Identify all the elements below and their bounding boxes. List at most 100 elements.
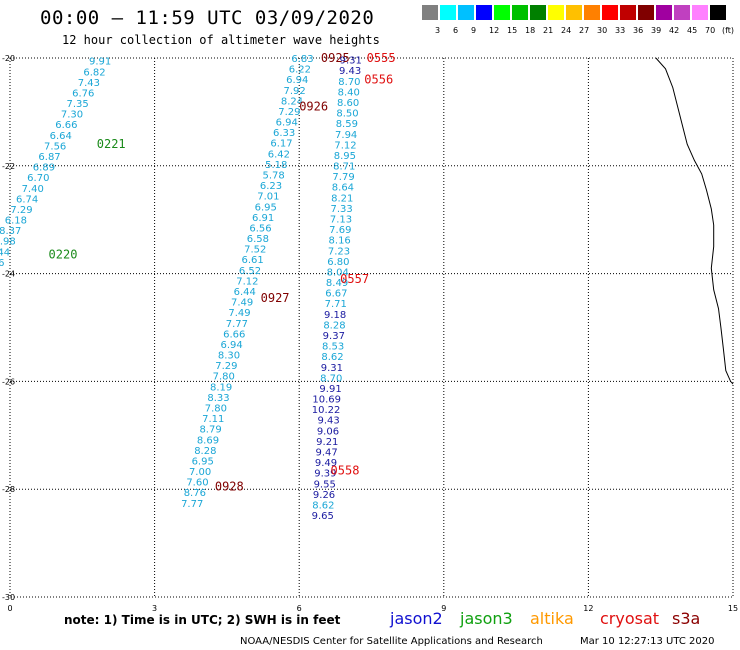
wave-height-value: 6.58 (247, 234, 269, 245)
colorbar-swatch (638, 5, 654, 20)
wave-height-value: 8.62 (312, 500, 334, 511)
wave-height-value: 6.74 (16, 194, 38, 205)
colorbar-label: 30 (597, 26, 608, 35)
wave-height-value: 6.66 (55, 120, 77, 131)
wave-height-value: 8.19 (210, 382, 232, 393)
wave-height-value: 8.70 (338, 77, 360, 88)
wave-height-value: 7.13 (330, 214, 352, 225)
pass-time-label: 0927 (261, 291, 290, 305)
y-tick-label: -24 (2, 270, 15, 279)
colorbar-label: 12 (489, 26, 500, 35)
page-subtitle: 12 hour collection of altimeter wave hei… (62, 33, 380, 47)
wave-height-value: 6.44 (234, 287, 256, 298)
wave-height-value: 9.26 (313, 490, 335, 501)
satellite-s3a: s3a (672, 609, 701, 628)
map-frame (9, 57, 734, 598)
wave-height-value: 6.33 (273, 128, 295, 139)
wave-height-value: 6.87 (38, 152, 60, 163)
satellite-cryosat: cryosat (600, 609, 660, 628)
wave-height-value: 8.70 (320, 373, 342, 384)
wave-height-value: 6.82 (83, 67, 105, 78)
wave-height-value: 6.80 (327, 257, 349, 268)
credit-text: NOAA/NESDIS Center for Satellite Applica… (240, 636, 543, 647)
colorbar-label: 15 (507, 26, 518, 35)
wave-height-value: 7.00 (189, 467, 211, 478)
wave-height-value: 10.22 (312, 405, 341, 416)
wave-height-value: 7.29 (10, 205, 32, 216)
wave-height-value: 6.95 (255, 202, 277, 213)
altimeter-tracks: 9.916.827.436.767.357.306.666.647.566.87… (0, 54, 362, 522)
colorbar-label: 39 (651, 26, 662, 35)
colorbar-label: 27 (579, 26, 590, 35)
wave-height-value: 8.76 (184, 488, 206, 499)
y-tick-label: -22 (2, 162, 15, 171)
wave-height-value: 7.29 (215, 361, 237, 372)
wave-height-value: 7.77 (226, 319, 248, 330)
wave-height-value: 8.37 (0, 226, 21, 237)
colorbar-swatch (566, 5, 582, 20)
wave-height-value: 8.59 (336, 119, 358, 130)
wave-height-value: 7.12 (236, 276, 258, 287)
wave-height-value: 8.21 (331, 193, 353, 204)
y-tick-label: -20 (2, 54, 15, 63)
wave-height-value: 6.83 (291, 54, 313, 65)
wave-height-value: 8.95 (334, 151, 356, 162)
wave-height-value: 9.65 (312, 511, 334, 522)
y-tick-label: -26 (2, 377, 15, 386)
wave-height-value: 7.94 (335, 130, 357, 141)
wave-height-value: 9.18 (324, 310, 346, 321)
wave-height-value: 6.66 (223, 329, 245, 340)
wave-height-value: 8.33 (207, 393, 229, 404)
wave-height-value: 6.44 (0, 247, 10, 258)
colorbar-label: 24 (561, 26, 572, 35)
wave-height-value: 7.33 (330, 204, 352, 215)
wave-height-value: 6.61 (241, 255, 263, 266)
wave-height-value: 6.67 (325, 289, 347, 300)
wave-height-value: 8.64 (332, 183, 354, 194)
wave-height-value: 6.23 (260, 181, 282, 192)
colorbar-label: 33 (615, 26, 626, 35)
wave-height-value: 8.79 (199, 425, 221, 436)
wave-height-value: 9.06 (317, 426, 339, 437)
pass-time-label: 0925 (321, 51, 350, 65)
wave-height-value: 9.37 (323, 331, 345, 342)
colorbar-label: 42 (669, 26, 680, 35)
x-tick-label: 0 (7, 604, 12, 613)
colorbar-label: 36 (633, 26, 644, 35)
colorbar-label: 3 (435, 26, 441, 35)
satellite-jason2: jason2 (390, 609, 443, 628)
x-tick-label: 9 (441, 604, 446, 613)
wave-height-value: 6.70 (27, 173, 49, 184)
wave-height-value: 6.91 (252, 213, 274, 224)
timestamp-text: Mar 10 12:27:13 UTC 2020 (580, 636, 715, 647)
wave-height-value: 7.43 (78, 78, 100, 89)
wave-height-value: 7.35 (66, 99, 88, 110)
wave-height-value: 6.64 (50, 131, 72, 142)
wave-height-value: 8.49 (326, 278, 348, 289)
wave-height-value: 9.91 (89, 57, 111, 68)
wave-height-value: 6.52 (239, 266, 261, 277)
wave-height-value: 8.04 (327, 267, 349, 278)
pass-time-label: 0558 (331, 463, 360, 477)
colorbar-label: 9 (471, 26, 477, 35)
wave-height-value: 10.69 (312, 395, 341, 406)
wave-height-value: 7.30 (61, 110, 83, 121)
wave-height-value: 6.22 (289, 65, 311, 76)
wave-height-value: 7.92 (284, 86, 306, 97)
wave-height-value: 6.76 (72, 88, 94, 99)
wave-height-value: 9.91 (319, 384, 341, 395)
wave-height-value: 8.28 (194, 446, 216, 457)
wave-height-value: 6.98 (0, 237, 16, 248)
colorbar-swatch (656, 5, 672, 20)
satellite-jason3: jason3 (460, 609, 513, 628)
wave-height-value: 6.94 (220, 340, 242, 351)
colorbar-swatch (548, 5, 564, 20)
wave-height-value: 7.60 (186, 478, 208, 489)
wave-height-value: 8.24 (281, 96, 303, 107)
wave-height-value: 7.49 (228, 308, 250, 319)
colorbar-label: 70 (705, 26, 716, 35)
wave-height-value: 8.50 (336, 109, 358, 120)
wave-height-value: 7.77 (181, 499, 203, 510)
coastline-path (655, 57, 734, 385)
wave-height-value: 9.47 (316, 447, 338, 458)
